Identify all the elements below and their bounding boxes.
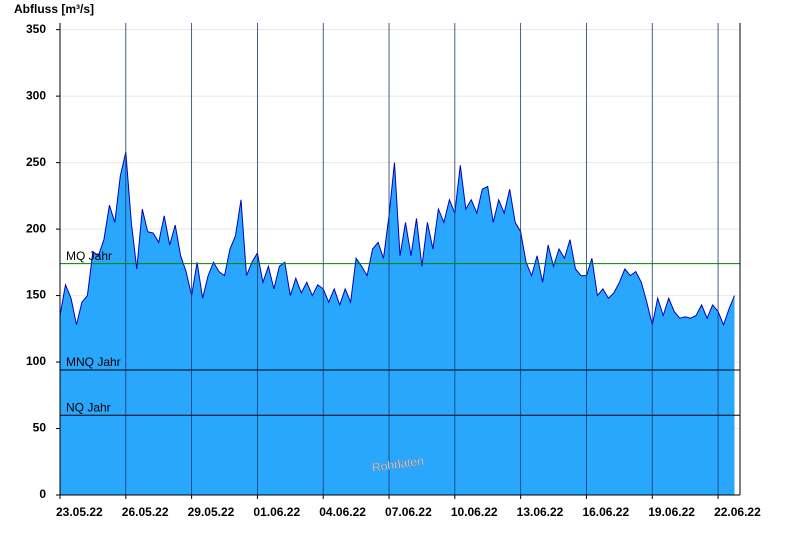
line	[59, 151, 735, 327]
y-tick-label: 100	[26, 354, 46, 368]
y-tick-label: 200	[26, 221, 46, 235]
x-tick-label: 13.06.22	[517, 505, 564, 519]
reference-label: NQ Jahr	[66, 400, 111, 414]
y-tick-label: 300	[26, 88, 46, 102]
x-tick-label: 23.05.22	[56, 505, 103, 519]
reference-label: MNQ Jahr	[66, 355, 121, 369]
y-axis-label: Abfluss [m³/s]	[14, 2, 94, 16]
x-tick-label: 10.06.22	[451, 505, 498, 519]
x-tick-label: 04.06.22	[319, 505, 366, 519]
y-tick-label: 350	[26, 22, 46, 36]
y-tick-label: 0	[39, 487, 46, 501]
y-tick-label: 150	[26, 288, 46, 302]
x-tick-label: 19.06.22	[648, 505, 695, 519]
y-tick-label: 50	[33, 421, 47, 435]
y-tick-label: 250	[26, 155, 46, 169]
x-tick-label: 26.05.22	[122, 505, 169, 519]
reference-label: MQ Jahr	[66, 249, 112, 263]
x-tick-label: 01.06.22	[253, 505, 300, 519]
x-tick-label: 07.06.22	[385, 505, 432, 519]
x-tick-label: 29.05.22	[188, 505, 235, 519]
area	[60, 152, 735, 495]
x-tick-label: 16.06.22	[582, 505, 629, 519]
x-tick-label: 22.06.22	[714, 505, 761, 519]
